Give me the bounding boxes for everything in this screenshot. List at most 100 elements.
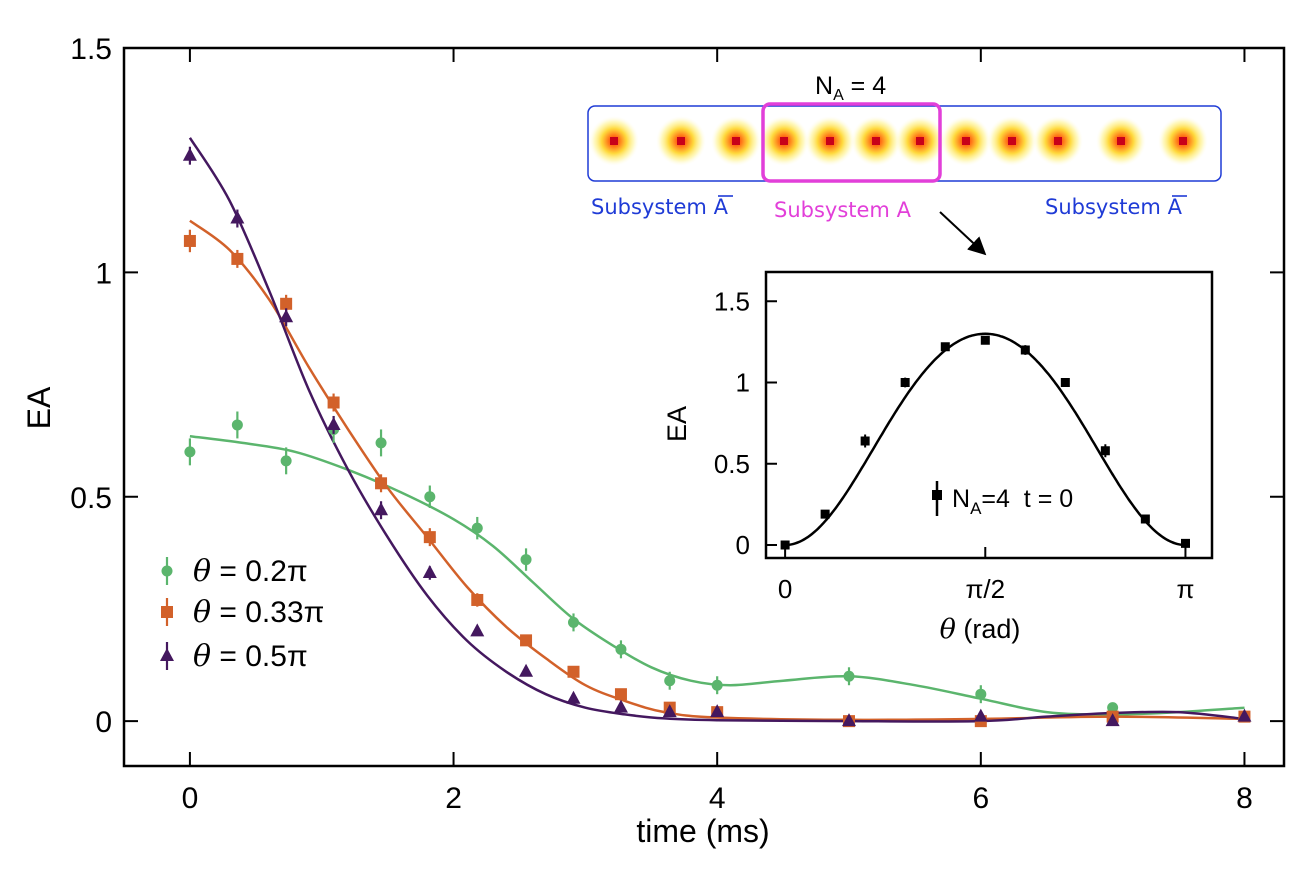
main-plot-frame — [122, 46, 1286, 768]
inset-plot: 0 π/2 π 0 0.5 1 1.5 NA=4 t = 0 θ (rad) EA — [662, 270, 1214, 645]
data-point-series-2 — [422, 565, 437, 579]
data-point-series-0 — [664, 675, 676, 687]
atom-core — [826, 137, 834, 145]
data-point-series-1 — [614, 688, 627, 701]
atom-core — [1054, 137, 1062, 145]
inset-legend-marker — [932, 490, 942, 500]
data-point-series-2 — [662, 704, 677, 718]
inset-y-tick-label: 1.5 — [714, 286, 750, 316]
atom-core — [916, 137, 924, 145]
atom-core — [780, 137, 788, 145]
data-point-series-2 — [1237, 708, 1252, 722]
data-point-series-0 — [975, 688, 987, 700]
inset-x-axis-label: θ (rad) — [940, 614, 1021, 645]
data-point-series-2 — [842, 713, 856, 727]
inset-plot-frame — [764, 270, 1214, 560]
inset-data-point — [1180, 538, 1190, 548]
inset-arrow — [939, 211, 987, 256]
legend-marker — [160, 648, 174, 661]
atom-core — [677, 137, 685, 145]
data-point-series-2 — [566, 690, 581, 704]
data-point-series-2 — [279, 309, 294, 323]
fit-curve-series-0 — [189, 434, 1245, 716]
inset-x-tick-label: π/2 — [965, 574, 1005, 604]
inset-y-tick-label: 1 — [736, 368, 750, 398]
data-point-series-0 — [280, 455, 292, 467]
data-point-series-1 — [471, 593, 484, 606]
inset-data-point — [1100, 446, 1110, 456]
atom-core — [610, 137, 618, 145]
data-point-series-2 — [973, 708, 988, 722]
inset-data-points — [780, 335, 1190, 550]
main-data-points — [182, 146, 1252, 728]
atom-core — [732, 137, 740, 145]
data-point-series-2 — [519, 663, 534, 677]
subsystem-abar-right-label: Subsystem A — [1045, 195, 1183, 219]
main-x-axis-label: time (ms) — [636, 813, 769, 849]
data-point-series-0 — [520, 554, 532, 566]
inset-y-tick-label: 0.5 — [714, 449, 750, 479]
atom-core — [1117, 137, 1125, 145]
data-point-series-1 — [520, 634, 533, 647]
data-point-series-0 — [184, 446, 196, 458]
atom-row — [589, 116, 1208, 166]
legend: θ = 0.2π θ = 0.33π θ = 0.5π — [160, 554, 324, 674]
main-ticks: 0 2 4 6 8 0 0.5 1 1.5 — [70, 33, 1284, 815]
atom-core — [872, 137, 880, 145]
y-tick-label: 1 — [95, 257, 112, 290]
atom-core — [1008, 137, 1016, 145]
subsystem-abar-left-label: Subsystem A — [591, 195, 729, 219]
inset-ticks: 0 π/2 π 0 0.5 1 1.5 — [714, 286, 1195, 604]
data-point-series-0 — [424, 491, 436, 503]
inset-legend: NA=4 t = 0 — [932, 481, 1073, 518]
inset-data-point — [900, 378, 910, 387]
inset-x-tick-label: π — [1176, 574, 1194, 604]
inset-legend-label: NA=4 t = 0 — [952, 485, 1073, 518]
inset-data-point — [980, 335, 990, 345]
legend-label: θ = 0.2π — [193, 554, 308, 589]
subsystem-a-label: Subsystem A — [774, 198, 912, 222]
inset-data-point — [1060, 378, 1070, 387]
data-point-series-0 — [471, 522, 483, 534]
inset-y-tick-label: 0 — [736, 530, 750, 560]
atom-core — [1179, 137, 1187, 145]
inset-data-point — [820, 509, 830, 519]
y-tick-label: 0.5 — [70, 482, 112, 515]
data-point-series-2 — [710, 704, 725, 718]
inset-y-axis-label: EA — [662, 406, 692, 442]
x-tick-label: 4 — [709, 782, 726, 815]
inset-fit-curve — [785, 332, 1186, 547]
legend-marker — [161, 606, 173, 618]
main-y-axis-label: EA — [21, 386, 57, 429]
data-point-series-1 — [183, 234, 196, 247]
data-point-series-1 — [231, 252, 244, 265]
fit-curve-series-1 — [189, 219, 1245, 722]
data-point-series-0 — [843, 670, 855, 682]
legend-label: θ = 0.33π — [193, 595, 324, 630]
subsystem-a-highlight — [761, 102, 942, 183]
data-point-series-2 — [326, 416, 341, 430]
data-point-series-0 — [615, 643, 627, 655]
data-point-series-0 — [1107, 702, 1119, 714]
main-plot: 0 2 4 6 8 0 0.5 1 1.5 time (ms) EA — [21, 33, 1286, 849]
inset-data-point — [1140, 514, 1150, 524]
data-point-series-0 — [568, 616, 579, 628]
x-tick-label: 2 — [445, 782, 462, 815]
atom-chain-diagram: NA = 4 Subsystem A Subsystem A Subsystem… — [587, 72, 1222, 256]
legend-label: θ = 0.5π — [193, 639, 308, 674]
data-point-series-0 — [375, 437, 387, 449]
data-point-series-1 — [567, 665, 580, 678]
x-tick-label: 0 — [182, 782, 199, 815]
data-point-series-2 — [182, 147, 197, 161]
data-point-series-2 — [230, 210, 245, 224]
data-point-series-0 — [711, 679, 723, 691]
inset-data-point — [1020, 345, 1030, 355]
x-tick-label: 8 — [1236, 782, 1253, 815]
data-point-series-2 — [374, 502, 389, 516]
y-tick-label: 0 — [95, 706, 112, 739]
inset-data-point — [780, 540, 790, 550]
inset-data-point — [860, 436, 870, 446]
data-point-series-1 — [280, 297, 293, 310]
na-label: NA = 4 — [815, 72, 886, 104]
